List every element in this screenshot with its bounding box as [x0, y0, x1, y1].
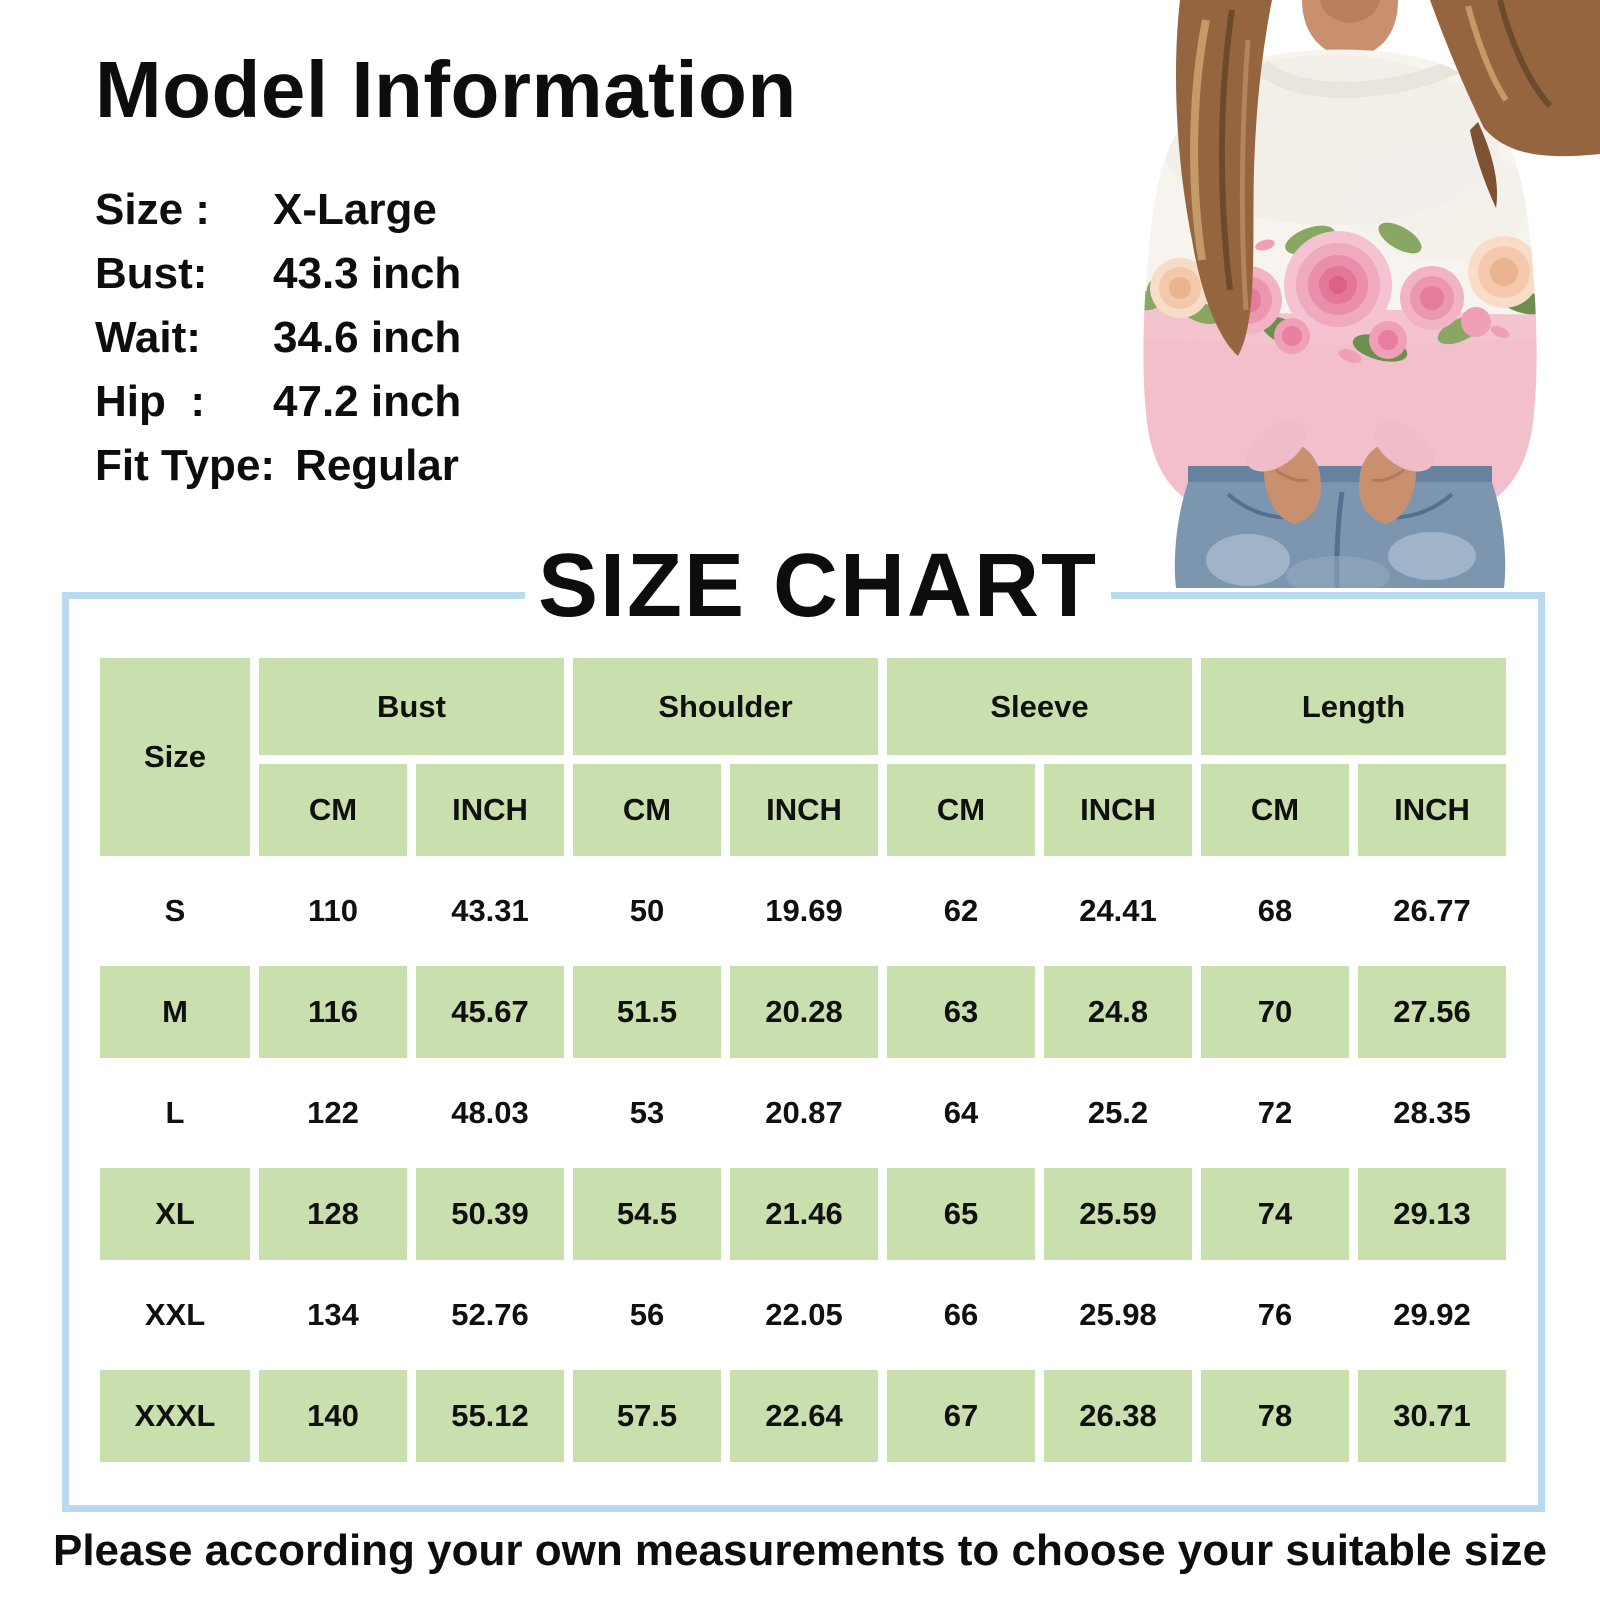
row-size-label: S: [164, 893, 186, 928]
model-info-section: Model Information Size : X-Large Bust: 43.3…: [95, 44, 797, 498]
model-info-label: Hip :: [95, 377, 205, 426]
measurement-cell: 20.28: [730, 966, 878, 1058]
unit-header: CM: [887, 764, 1035, 856]
column-header-size: Size: [100, 658, 250, 856]
row-size-label: L: [165, 1095, 185, 1130]
measurement-cell: 19.69: [765, 893, 843, 928]
unit-header: INCH: [416, 764, 564, 856]
model-info-label: Wait:: [95, 313, 201, 362]
measurement-cell: 67: [887, 1370, 1035, 1462]
column-group-header: Shoulder: [573, 658, 878, 755]
measurement-cell: 25.2: [1087, 1095, 1149, 1130]
unit-header: INCH: [1358, 764, 1506, 856]
measurement-cell: 72: [1257, 1095, 1293, 1130]
measurement-cell: 74: [1201, 1168, 1349, 1260]
unit-header: CM: [1201, 764, 1349, 856]
column-group-header: Length: [1201, 658, 1506, 755]
measurement-cell: 24.8: [1044, 966, 1192, 1058]
measurement-cell: 140: [259, 1370, 407, 1462]
model-photo-illustration: [1080, 0, 1600, 596]
measurement-cell: 24.41: [1079, 893, 1157, 928]
model-skin: [1302, 0, 1398, 58]
measurement-cell: 65: [887, 1168, 1035, 1260]
model-info-value: 43.3 inch: [273, 249, 462, 298]
model-info-value: 34.6 inch: [273, 313, 462, 362]
measurement-cell: 57.5: [573, 1370, 721, 1462]
row-size-label: XL: [100, 1168, 250, 1260]
unit-header: INCH: [1044, 764, 1192, 856]
measurement-cell: 50: [629, 893, 665, 928]
model-info-value: 47.2 inch: [273, 377, 462, 426]
measurement-cell: 51.5: [573, 966, 721, 1058]
model-info-line: Bust: 43.3 inch: [95, 242, 797, 306]
row-size-label: M: [100, 966, 250, 1058]
model-info-line: Wait: 34.6 inch: [95, 306, 797, 370]
measurement-cell: 66: [943, 1297, 979, 1332]
measurement-cell: 52.76: [451, 1297, 529, 1332]
model-info-line: Fit Type: Regular: [95, 434, 797, 498]
sweatshirt: [1143, 49, 1537, 506]
measurement-cell: 45.67: [416, 966, 564, 1058]
model-info-line: Hip : 47.2 inch: [95, 370, 797, 434]
measurement-cell: 56: [629, 1297, 665, 1332]
unit-header: CM: [259, 764, 407, 856]
size-chart-table: Size Bust Shoulder Sleeve Length CM INCH CM INCH…: [100, 658, 1506, 1462]
column-group-header: Bust: [259, 658, 564, 755]
measurement-cell: 25.59: [1044, 1168, 1192, 1260]
model-info-line: Size : X-Large: [95, 178, 797, 242]
measurement-cell: 30.71: [1358, 1370, 1506, 1462]
measurement-cell: 22.05: [765, 1297, 843, 1332]
unit-header: INCH: [730, 764, 878, 856]
model-info-label: Size :: [95, 185, 210, 234]
measurement-cell: 43.31: [451, 893, 529, 928]
measurement-cell: 64: [943, 1095, 979, 1130]
measurement-cell: 110: [307, 893, 358, 928]
model-photo: [1080, 0, 1600, 596]
row-size-label: XXL: [144, 1297, 206, 1332]
row-size-label: XXXL: [100, 1370, 250, 1462]
measurement-cell: 128: [259, 1168, 407, 1260]
unit-header: CM: [573, 764, 721, 856]
measurement-cell: 21.46: [730, 1168, 878, 1260]
column-group-header: Sleeve: [887, 658, 1192, 755]
measurement-cell: 53: [629, 1095, 665, 1130]
footer-note: Please according your own measurements t…: [52, 1526, 1548, 1575]
measurement-cell: 22.64: [730, 1370, 878, 1462]
size-chart-title: SIZE CHART: [525, 534, 1111, 639]
measurement-cell: 76: [1257, 1297, 1293, 1332]
model-info-value: Regular: [295, 441, 459, 490]
measurement-cell: 68: [1257, 893, 1293, 928]
model-info-lines: Size : X-Large Bust: 43.3 inch Wait: 34.6 inc…: [95, 178, 797, 498]
measurement-cell: 78: [1201, 1370, 1349, 1462]
measurement-cell: 63: [887, 966, 1035, 1058]
measurement-cell: 29.13: [1358, 1168, 1506, 1260]
model-info-label: Bust:: [95, 249, 208, 298]
model-hair: [1176, 0, 1600, 356]
measurement-cell: 26.77: [1393, 893, 1471, 928]
measurement-cell: 54.5: [573, 1168, 721, 1260]
measurement-cell: 50.39: [416, 1168, 564, 1260]
measurement-cell: 25.98: [1079, 1297, 1157, 1332]
measurement-cell: 70: [1201, 966, 1349, 1058]
measurement-cell: 62: [943, 893, 979, 928]
model-info-title: Model Information: [95, 45, 797, 134]
measurement-cell: 28.35: [1393, 1095, 1471, 1130]
measurement-cell: 116: [259, 966, 407, 1058]
measurement-cell: 48.03: [451, 1095, 529, 1130]
measurement-cell: 134: [307, 1297, 359, 1332]
model-info-value: X-Large: [273, 185, 437, 234]
jeans: [1174, 466, 1506, 596]
measurement-cell: 20.87: [765, 1095, 843, 1130]
model-info-label: Fit Type:: [95, 441, 276, 490]
model-hands: [1245, 420, 1435, 524]
measurement-cell: 29.92: [1393, 1297, 1471, 1332]
measurement-cell: 55.12: [416, 1370, 564, 1462]
measurement-cell: 27.56: [1358, 966, 1506, 1058]
measurement-cell: 122: [307, 1095, 359, 1130]
measurement-cell: 26.38: [1044, 1370, 1192, 1462]
